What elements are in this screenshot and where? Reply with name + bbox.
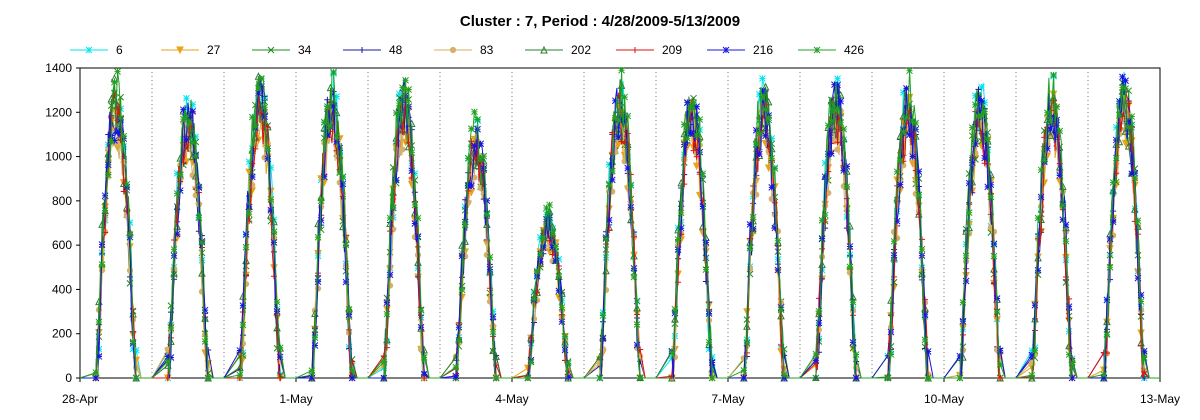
y-tick-label: 200 — [52, 327, 72, 341]
legend-item-27: 27 — [161, 43, 221, 57]
plot-area: 0 200 400 600 800 1000 1200 1400 28-Apr 1-May 4-Ma… — [45, 61, 1180, 406]
y-tick-label: 0 — [65, 371, 72, 385]
y-tick-label: 1400 — [45, 61, 72, 75]
legend-label-6: 6 — [116, 43, 123, 57]
x-tick-label: 28-Apr — [62, 392, 98, 406]
legend-label-426: 426 — [844, 43, 864, 57]
legend-label-209: 209 — [662, 43, 682, 57]
legend-item-48: 48 — [343, 43, 403, 57]
series-markers-426 — [92, 66, 1148, 382]
legend-label-27: 27 — [207, 43, 221, 57]
legend-item-34: 34 — [252, 43, 312, 57]
legend-label-202: 202 — [571, 43, 591, 57]
x-tick-label: 4-May — [495, 392, 528, 406]
legend-marker-6 — [85, 46, 93, 54]
legend-marker-216 — [722, 46, 730, 54]
y-tick-label: 1000 — [45, 150, 72, 164]
legend-marker-83 — [449, 46, 457, 54]
x-tick-label: 1-May — [279, 392, 312, 406]
legend-marker-34 — [267, 46, 275, 54]
legend-item-209: 209 — [616, 43, 682, 57]
legend-item-83: 83 — [434, 43, 494, 57]
legend-label-34: 34 — [298, 43, 312, 57]
legend-marker-209 — [632, 47, 638, 53]
legend-label-216: 216 — [753, 43, 773, 57]
y-tick-label: 1200 — [45, 105, 72, 119]
legend-label-48: 48 — [389, 43, 403, 57]
x-tick-label: 13-May — [1140, 392, 1180, 406]
legend-marker-202 — [540, 45, 548, 54]
legend-label-83: 83 — [480, 43, 494, 57]
x-tick-label: 10-May — [924, 392, 964, 406]
legend-item-426: 426 — [798, 43, 864, 57]
legend-item-202: 202 — [525, 43, 591, 57]
legend: 6 27 34 48 83 202 209 216 426 — [70, 43, 864, 57]
x-tick-label: 7-May — [711, 392, 744, 406]
legend-marker-48 — [359, 47, 365, 53]
chart-title: Cluster : 7, Period : 4/28/2009-5/13/200… — [460, 13, 740, 30]
y-tick-label: 800 — [52, 194, 72, 208]
y-tick-label: 600 — [52, 238, 72, 252]
y-tick-label: 400 — [52, 282, 72, 296]
series-426 — [79, 66, 1160, 382]
legend-item-6: 6 — [70, 43, 123, 57]
legend-item-216: 216 — [707, 43, 773, 57]
legend-marker-27 — [176, 46, 184, 55]
legend-marker-426 — [813, 46, 821, 54]
